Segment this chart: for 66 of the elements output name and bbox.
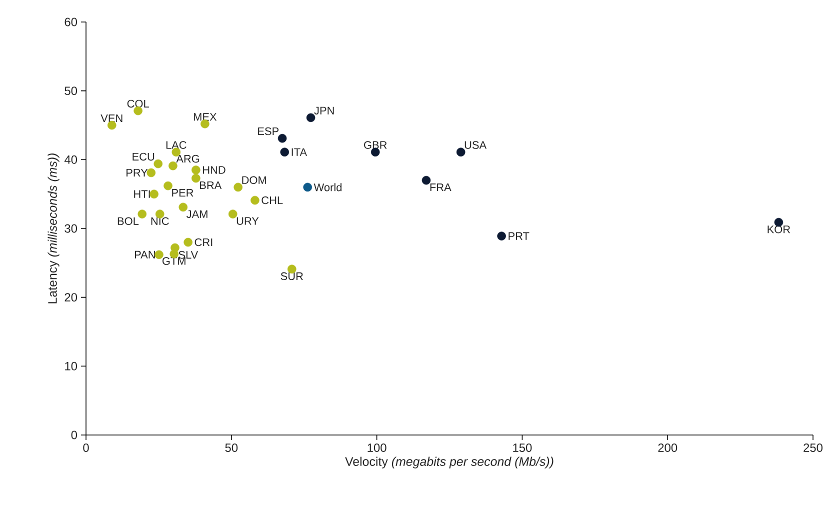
annotation: BOL xyxy=(118,217,139,225)
annotation: ESP xyxy=(258,127,279,136)
point xyxy=(184,238,192,247)
annotation: LAC xyxy=(166,141,186,149)
annotation: CHL xyxy=(262,196,283,204)
point xyxy=(164,181,172,190)
annotation: MEX xyxy=(194,113,217,121)
annotation: HTI xyxy=(134,190,150,198)
annotation: USA xyxy=(464,141,487,149)
annotation: COL xyxy=(127,100,149,108)
x-axis-title: Velocity (megabits per second (Mb/s)) xyxy=(345,456,554,468)
annotation: HND xyxy=(203,166,226,174)
point xyxy=(278,134,287,143)
point xyxy=(192,166,200,174)
y-tick-label: 30 xyxy=(64,224,78,233)
point xyxy=(192,174,200,183)
annotation: PER xyxy=(172,189,194,197)
y-tick-label: 60 xyxy=(64,18,78,26)
point xyxy=(154,159,163,168)
annotation: NIC xyxy=(151,217,169,225)
annotation: VEN xyxy=(100,114,122,122)
annotation: ARG xyxy=(176,154,200,163)
annotation: SUR xyxy=(280,272,303,280)
y-tick-label: 20 xyxy=(64,293,78,302)
y-tick-label: 40 xyxy=(64,155,78,164)
point xyxy=(178,202,188,212)
annotation: DOM xyxy=(242,176,266,184)
point xyxy=(250,196,260,205)
annotation: GBR xyxy=(364,141,387,149)
x-tick-label: 250 xyxy=(804,444,823,452)
annotation: BRA xyxy=(200,181,222,189)
annotation: PRT xyxy=(508,232,530,240)
y-tick-label: 50 xyxy=(64,86,78,96)
point xyxy=(138,210,147,218)
annotation: ECU xyxy=(132,152,154,161)
point xyxy=(168,161,178,170)
x-tick-label: 150 xyxy=(513,444,532,452)
x-tick-label: 0 xyxy=(83,444,89,452)
annotation: PAN xyxy=(134,250,155,258)
x-tick-label: 200 xyxy=(658,444,678,452)
annotation: FRA xyxy=(430,184,452,192)
x-tick-label: 50 xyxy=(225,444,238,452)
annotation: URY xyxy=(236,217,259,225)
point xyxy=(306,113,316,122)
point xyxy=(497,232,506,240)
point xyxy=(234,182,242,192)
annotation: JAM xyxy=(186,210,208,218)
annotation: SLV xyxy=(178,250,198,259)
point xyxy=(280,148,290,156)
point xyxy=(422,176,431,185)
annotation: KOR xyxy=(768,226,790,234)
point xyxy=(456,148,466,156)
y-axis-title: Latency (milliseconds (ms)) xyxy=(48,153,60,304)
annotation: CRI xyxy=(194,238,212,246)
annotation: JPN xyxy=(314,106,334,114)
x-tick-label: 100 xyxy=(368,444,386,452)
annotation: PRY xyxy=(126,168,148,177)
point xyxy=(150,190,158,198)
y-tick-label: 0 xyxy=(71,430,78,440)
y-tick-label: 10 xyxy=(65,362,78,370)
point xyxy=(154,250,164,260)
point xyxy=(303,182,312,192)
point xyxy=(146,168,156,178)
annotation: World xyxy=(314,183,342,192)
point xyxy=(228,210,238,218)
annotation: ITA xyxy=(292,148,308,156)
